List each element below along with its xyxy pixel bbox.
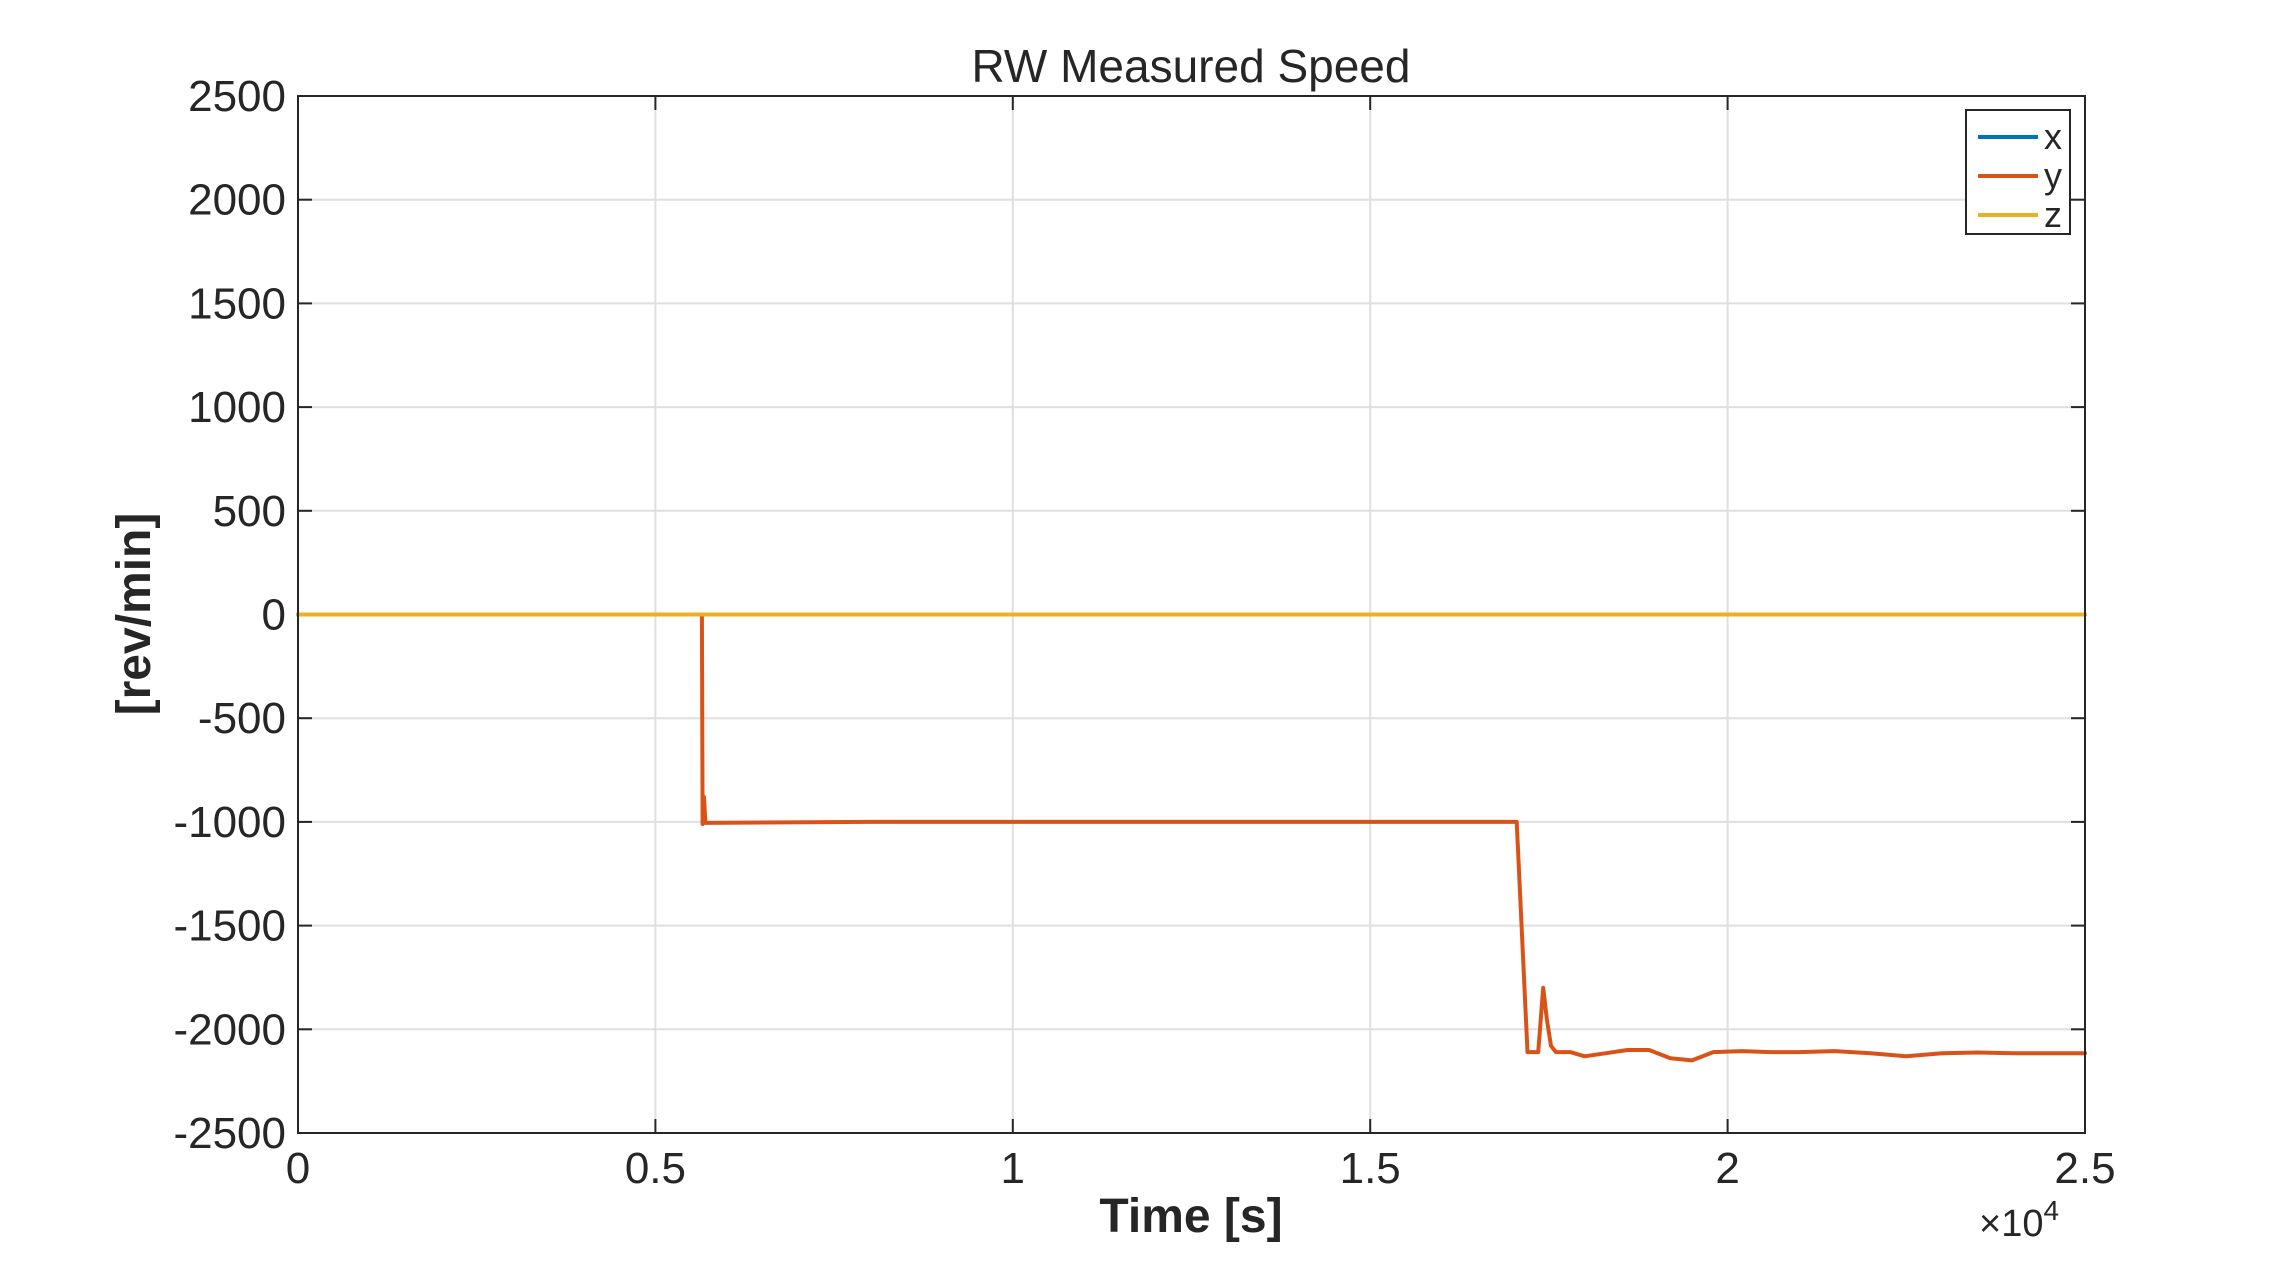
x-tick-label: 0.5 (625, 1144, 686, 1193)
legend-label-y: y (2044, 155, 2062, 196)
y-tick-label: -1000 (173, 798, 286, 847)
series-lines (296, 612, 2087, 1063)
y-tick-label: 500 (213, 487, 286, 536)
y-tick-label: 1000 (188, 383, 286, 432)
legend[interactable]: xyz (1965, 109, 2071, 235)
x-axis-label: Time [s] (1099, 1190, 1282, 1243)
y-tick-label: -2500 (173, 1109, 286, 1158)
x-tick-label: 1 (1001, 1144, 1025, 1193)
legend-label-z: z (2044, 194, 2062, 235)
y-tick-label: -2000 (173, 1005, 286, 1054)
x-tick-label: 2.5 (2054, 1144, 2115, 1193)
y-axis-label: [rev/min] (108, 513, 161, 716)
y-tick-label: 2000 (188, 176, 286, 225)
legend-entries: xyz (1978, 116, 2062, 235)
y-tick-label: -1500 (173, 902, 286, 951)
x-exponent-power: 4 (2043, 1195, 2059, 1226)
x-tick-label: 1.5 (1340, 1144, 1401, 1193)
y-tick-label: 2500 (188, 72, 286, 121)
x-tick-label: 0 (286, 1144, 310, 1193)
legend-label-x: x (2044, 116, 2062, 157)
y-tick-label: 1500 (188, 279, 286, 328)
y-tick-label: 0 (262, 591, 286, 640)
tick-labels: 0 0.5 1 1.5 2 2.5 2500 2000 1500 1000 500 0 -500 -100… (173, 72, 2115, 1193)
x-exponent-label: ×104 (1979, 1195, 2059, 1245)
y-tick-label: -500 (198, 694, 286, 743)
x-exponent-base: ×10 (1979, 1203, 2043, 1245)
series-line-y (296, 612, 2087, 1063)
axes-box (297, 95, 2086, 1134)
x-tick-label: 2 (1715, 1144, 1739, 1193)
chart-title: RW Measured Speed (972, 40, 1411, 92)
